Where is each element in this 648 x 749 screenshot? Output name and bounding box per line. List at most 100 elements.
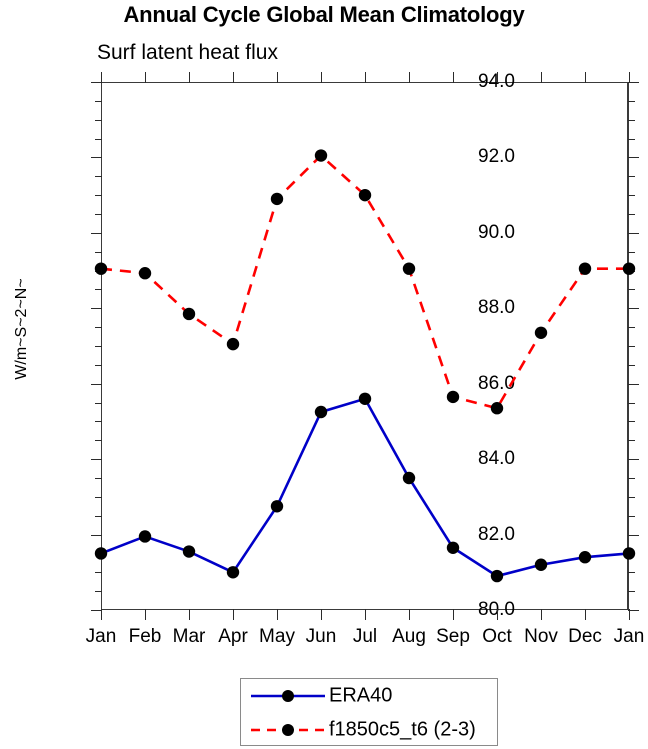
- x-axis-tick: [101, 609, 102, 620]
- y-axis-minor-tick: [628, 214, 635, 215]
- legend-label: f1850c5_t6 (2-3): [329, 718, 476, 741]
- y-axis-minor-tick: [628, 440, 635, 442]
- data-point-marker: [182, 545, 196, 558]
- data-point-marker: [358, 188, 372, 202]
- data-point-marker: [622, 547, 636, 560]
- x-axis-tick-top: [541, 72, 542, 83]
- data-point-marker: [534, 558, 548, 571]
- x-axis-tick-top: [365, 72, 366, 83]
- x-axis-tick-label: Jun: [305, 626, 337, 647]
- x-axis-tick: [409, 609, 410, 620]
- y-axis-minor-tick: [628, 138, 635, 140]
- series-line: [100, 397, 630, 578]
- data-point-marker: [314, 149, 328, 162]
- y-axis-tick: [91, 459, 102, 461]
- y-axis-minor-tick: [95, 251, 102, 253]
- y-axis-minor-tick: [95, 100, 102, 102]
- data-point-marker: [138, 530, 152, 543]
- y-axis-tick: [628, 534, 639, 536]
- x-axis-tick: [629, 609, 630, 620]
- series-layer: [94, 149, 636, 583]
- y-axis-tick-label: 84.0: [478, 448, 515, 470]
- y-axis-tick-label: 86.0: [478, 372, 515, 394]
- x-axis-tick-top: [321, 72, 322, 83]
- chart-subtitle: Surf latent heat flux: [97, 41, 278, 64]
- y-axis-tick: [628, 308, 639, 310]
- data-point-marker: [358, 392, 372, 405]
- data-point-marker: [138, 267, 152, 280]
- x-axis-tick: [497, 609, 498, 620]
- x-axis-tick-top: [497, 72, 498, 83]
- y-axis-tick: [91, 610, 102, 611]
- x-axis-tick-label: Mar: [172, 626, 206, 647]
- y-axis-tick-label: 82.0: [478, 523, 515, 545]
- y-axis-label: W/m~S~2~N~: [13, 278, 30, 380]
- x-axis-tick-top: [585, 72, 586, 83]
- y-axis-minor-tick: [628, 515, 635, 517]
- y-axis-minor-tick: [95, 214, 102, 215]
- x-axis-tick-label: Jan: [85, 626, 117, 647]
- data-point-marker: [402, 262, 416, 275]
- plot-area: 80.0 82.0 84.0 86.0 88.0 90.0 92.0 94.0 Jan Feb M…: [86, 71, 645, 647]
- data-point-marker: [578, 551, 592, 564]
- x-axis-tick: [585, 609, 586, 620]
- y-axis-tick-label: 92.0: [478, 146, 515, 168]
- x-axis-tick: [145, 609, 146, 620]
- y-axis-tick-label: 80.0: [478, 599, 515, 620]
- y-axis-tick: [628, 157, 639, 159]
- x-axis-tick-label: Jan: [613, 626, 645, 647]
- x-axis-tick: [453, 609, 454, 620]
- legend-item[interactable]: ERA40: [241, 679, 497, 713]
- y-axis-tick: [628, 459, 639, 461]
- y-axis-minor-tick: [628, 496, 635, 498]
- y-axis-minor-tick: [628, 402, 635, 404]
- y-axis-minor-tick: [628, 251, 635, 253]
- y-axis-minor-tick: [628, 346, 635, 347]
- data-point-marker: [314, 405, 328, 419]
- y-axis-minor-tick: [628, 364, 635, 366]
- x-axis-tick: [321, 609, 322, 620]
- data-point-marker: [270, 192, 284, 206]
- y-axis-tick: [628, 82, 639, 83]
- y-axis-minor-tick: [95, 289, 102, 291]
- y-axis-tick: [628, 610, 639, 611]
- y-axis-minor-tick: [95, 346, 102, 347]
- data-point-marker: [534, 326, 548, 339]
- x-axis-tick-label: Nov: [524, 626, 558, 647]
- data-point-marker: [402, 471, 416, 485]
- legend-item[interactable]: f1850c5_t6 (2-3): [241, 713, 497, 747]
- x-axis-tick-top: [277, 72, 278, 83]
- y-axis-tick: [91, 383, 102, 385]
- x-axis-tick: [189, 609, 190, 620]
- y-axis-tick: [91, 232, 102, 234]
- x-axis-tick: [365, 609, 366, 620]
- page-title: Annual Cycle Global Mean Climatology: [123, 2, 525, 27]
- x-axis-tick-label: Feb: [128, 626, 162, 647]
- y-axis-tick: [91, 157, 102, 159]
- y-axis-tick: [91, 534, 102, 536]
- y-axis-minor-tick: [628, 327, 635, 329]
- x-axis-tick: [277, 609, 278, 620]
- x-axis-tick-top: [189, 72, 190, 83]
- y-axis-minor-tick: [628, 195, 635, 197]
- data-point-marker: [94, 262, 108, 275]
- x-axis-tick-top: [233, 72, 234, 83]
- y-axis-minor-tick: [628, 289, 635, 291]
- x-axis-tick-top: [409, 72, 410, 83]
- x-axis-tick-label: Apr: [218, 626, 248, 647]
- y-axis-minor-tick: [95, 176, 102, 178]
- y-axis-minor-tick: [95, 402, 102, 404]
- legend-swatch: [251, 688, 325, 704]
- x-axis-tick-label: Oct: [482, 626, 512, 647]
- y-axis-minor-tick: [95, 421, 102, 423]
- x-axis-tick-label: Dec: [568, 626, 602, 647]
- y-axis-minor-tick: [95, 440, 102, 442]
- y-axis-minor-tick: [95, 195, 102, 197]
- y-axis-tick: [628, 232, 639, 234]
- x-axis-tick-label: Jul: [352, 626, 378, 647]
- y-axis-minor-tick: [95, 515, 102, 517]
- y-axis-tick: [91, 308, 102, 310]
- x-axis-tick-label: Aug: [392, 626, 426, 647]
- legend-swatch: [251, 722, 325, 738]
- data-point-marker: [226, 566, 240, 579]
